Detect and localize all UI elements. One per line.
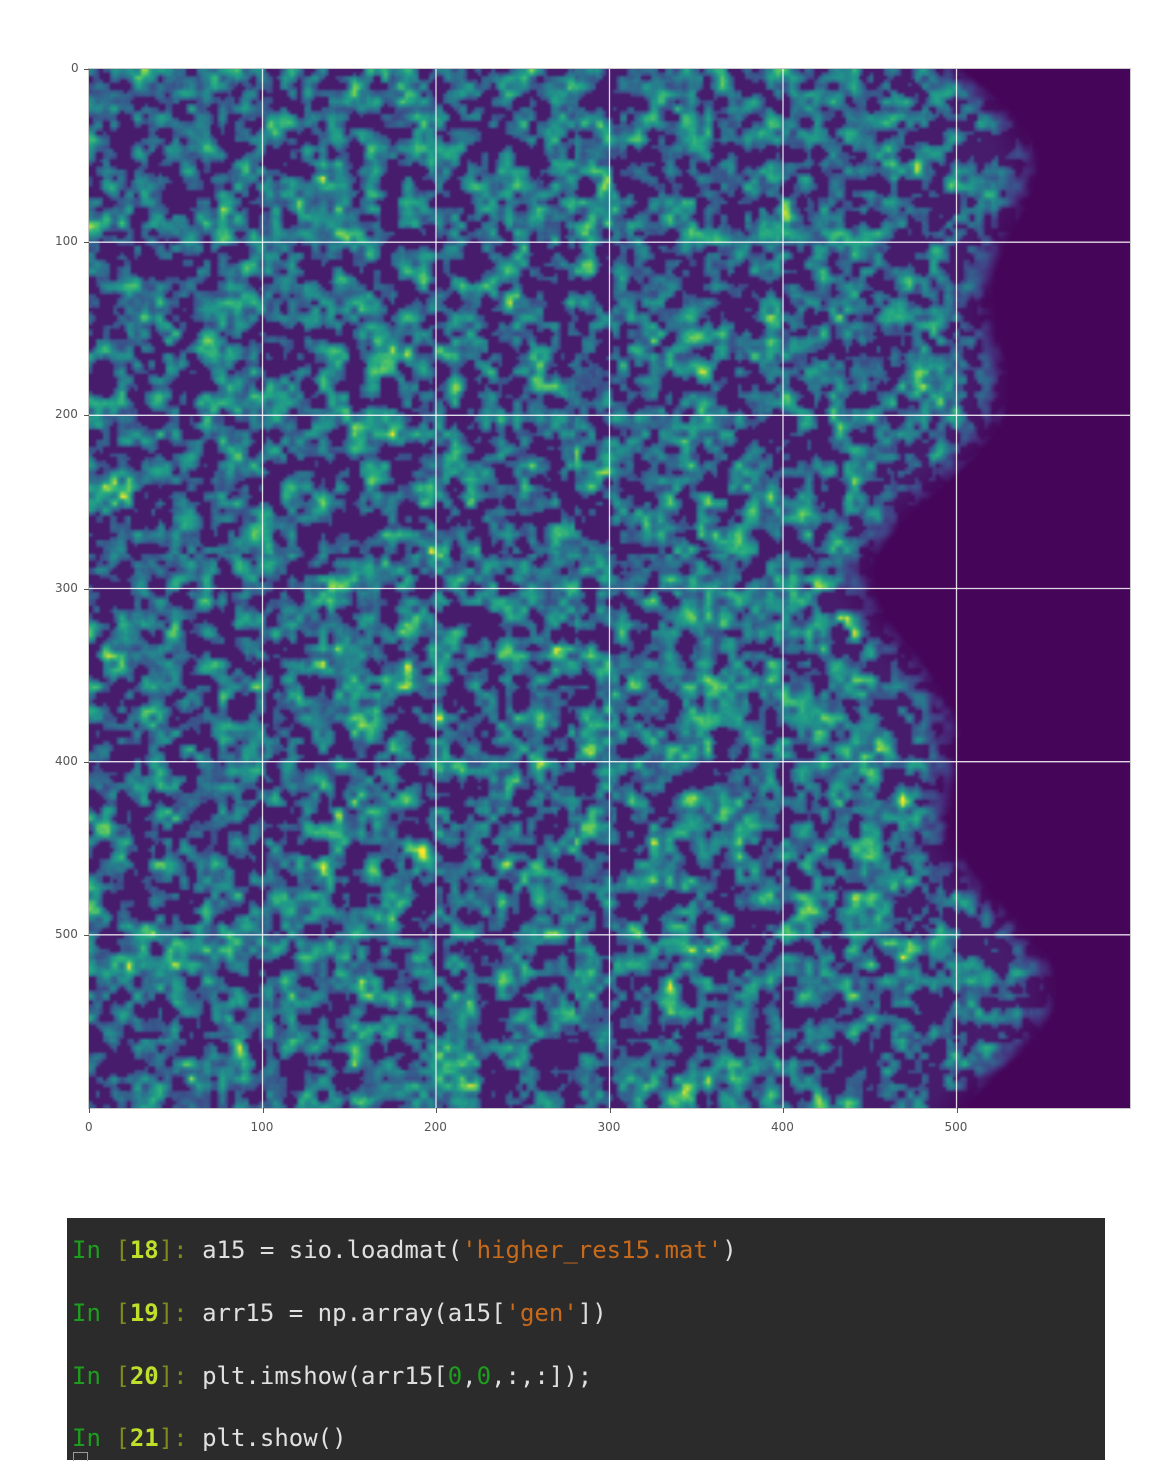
- code-token: 0: [476, 1362, 492, 1390]
- y-tick-mark: [84, 69, 89, 70]
- figure: 0 100 200 300 400 500 0 100 200 300 400 500: [55, 61, 1131, 1134]
- prompt-in-label: In: [72, 1424, 116, 1452]
- prompt-bracket: ]:: [158, 1236, 203, 1264]
- prompt-bracket: ]:: [158, 1299, 203, 1327]
- x-tick-mark: [609, 1108, 611, 1113]
- prompt-number: 19: [129, 1299, 159, 1327]
- y-tick-mark: [84, 934, 89, 936]
- code-token: 0: [447, 1362, 463, 1390]
- prompt-bracket: ]:: [158, 1424, 203, 1452]
- x-tick-label: 500: [944, 1120, 968, 1134]
- prompt-bracket: [: [115, 1299, 130, 1327]
- code-token: plt.show(): [202, 1424, 347, 1452]
- console-input-line[interactable]: In [20]: plt.imshow(arr15[0,0,:,:]);: [72, 1356, 592, 1396]
- code-token: a15 = sio.loadmat(: [202, 1236, 463, 1264]
- code-token: arr15 = np.array(a15[: [202, 1299, 506, 1327]
- code-token: ,: [462, 1362, 477, 1390]
- x-tick-label: 100: [250, 1120, 274, 1134]
- code-token: ): [722, 1236, 737, 1264]
- ipython-console[interactable]: In [18]: a15 = sio.loadmat('higher_res15…: [67, 1218, 1105, 1461]
- code-token: 'gen': [505, 1299, 578, 1327]
- x-tick-label: 400: [771, 1120, 794, 1134]
- y-tick-mark: [84, 761, 89, 763]
- prompt-number: 21: [129, 1424, 159, 1452]
- prompt-in-label: In: [72, 1299, 116, 1327]
- code-token: 'higher_res15.mat': [462, 1236, 723, 1264]
- prompt-in-label: In: [72, 1362, 116, 1390]
- y-tick-mark: [84, 415, 89, 417]
- y-tick-label: 100: [55, 234, 78, 249]
- x-tick-label: 300: [597, 1120, 621, 1134]
- code-token: plt.imshow(arr15[: [202, 1362, 448, 1390]
- y-tick-label: 400: [55, 753, 78, 768]
- text-cursor: [73, 1452, 88, 1461]
- y-tick-label: 200: [55, 407, 78, 422]
- prompt-number: 20: [129, 1362, 159, 1390]
- grid-lines: [89, 69, 1130, 1108]
- prompt-number: 18: [129, 1236, 159, 1264]
- x-tick-mark: [956, 1108, 958, 1113]
- y-tick-label: 300: [55, 580, 78, 595]
- x-tick-label: 200: [424, 1120, 447, 1134]
- x-tick-mark: [262, 1108, 264, 1113]
- prompt-bracket: [: [115, 1236, 130, 1264]
- prompt-bracket: [: [115, 1424, 130, 1452]
- console-input-line[interactable]: In [21]: plt.show(): [72, 1418, 347, 1458]
- x-tick-mark: [89, 1108, 90, 1113]
- prompt-bracket: [: [115, 1362, 130, 1390]
- console-input-line[interactable]: In [18]: a15 = sio.loadmat('higher_res15…: [72, 1230, 737, 1270]
- x-tick-mark: [436, 1108, 437, 1113]
- y-tick-label: 0: [71, 61, 79, 75]
- prompt-bracket: ]:: [158, 1362, 203, 1390]
- y-tick-mark: [84, 588, 89, 590]
- prompt-in-label: In: [72, 1236, 116, 1264]
- image-plot-area: [89, 69, 1130, 1108]
- console-input-line[interactable]: In [19]: arr15 = np.array(a15['gen']): [72, 1293, 607, 1333]
- code-token: ]): [577, 1299, 607, 1327]
- x-tick-mark: [783, 1108, 784, 1113]
- y-tick-label: 500: [55, 926, 78, 941]
- x-tick-label: 0: [85, 1120, 93, 1134]
- y-tick-mark: [84, 242, 89, 244]
- code-token: ,:,:]);: [491, 1362, 593, 1390]
